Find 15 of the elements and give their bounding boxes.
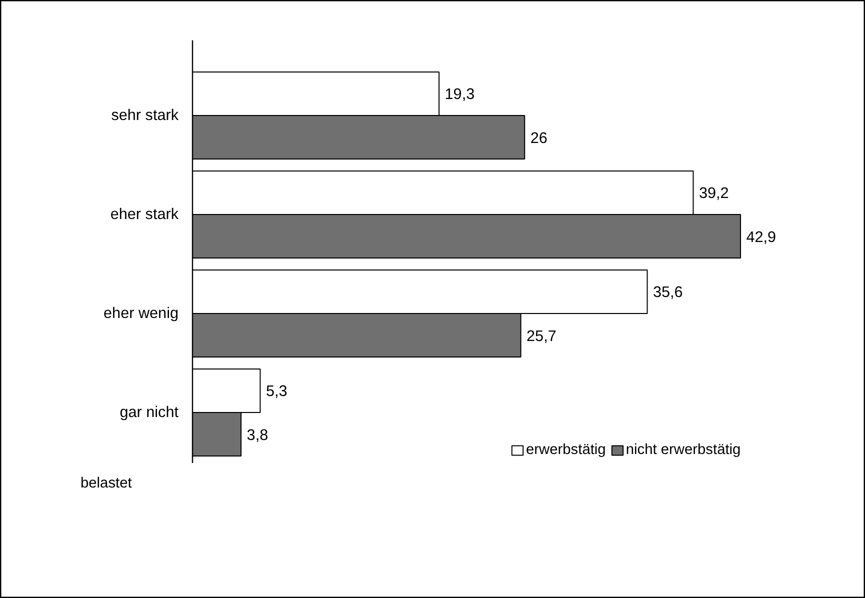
y-tick-label: gar nicht [120, 404, 180, 421]
data-label: 26 [530, 130, 548, 147]
legend-label: nicht erwerbstätig [626, 442, 741, 458]
y-axis-title: belastet [80, 476, 132, 492]
data-label: 39,2 [698, 185, 729, 202]
y-tick-label: eher wenig [104, 305, 179, 322]
legend-label: erwerbstätig [526, 442, 606, 458]
data-label: 5,3 [266, 383, 288, 400]
data-label: 35,6 [653, 284, 683, 302]
data-label: 3,8 [246, 426, 268, 444]
y-tick-label: sehr stark [111, 107, 179, 124]
y-tick-label: eher stark [110, 206, 179, 223]
data-label: 25,7 [526, 328, 556, 345]
data-label: 42,9 [746, 228, 776, 246]
data-label: 19,3 [444, 86, 475, 104]
